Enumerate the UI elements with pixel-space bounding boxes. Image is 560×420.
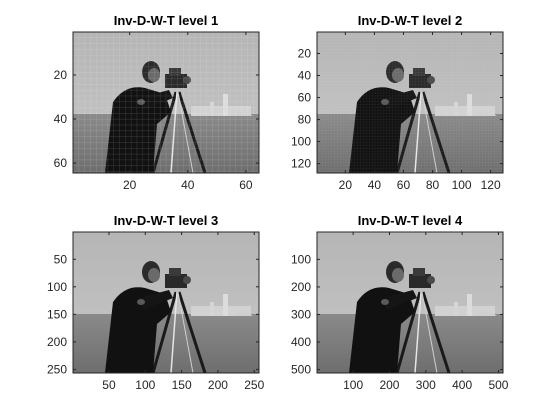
- y-tick-label: 200: [291, 280, 311, 294]
- x-tick-label: 40: [368, 178, 382, 192]
- y-tick-label: 150: [47, 307, 67, 321]
- y-tick-label: 80: [298, 113, 312, 127]
- panel-title-2: Inv-D-W-T level 2: [358, 13, 462, 28]
- x-tick-label: 60: [397, 178, 411, 192]
- y-tick-label: 250: [47, 362, 67, 376]
- image-level-3: [73, 232, 259, 373]
- y-tick-label: 100: [291, 135, 311, 149]
- y-tick-label: 120: [291, 157, 311, 171]
- x-tick-label: 20: [123, 178, 137, 192]
- panel-title-1: Inv-D-W-T level 1: [114, 13, 218, 28]
- image-level-4: [317, 232, 503, 373]
- y-tick-label: 40: [298, 69, 312, 83]
- x-tick-label: 120: [481, 178, 501, 192]
- x-tick-label: 250: [244, 378, 264, 392]
- x-tick-label: 100: [452, 178, 472, 192]
- y-tick-label: 60: [298, 91, 312, 105]
- x-tick-label: 100: [343, 378, 363, 392]
- x-tick-label: 50: [102, 378, 116, 392]
- y-tick-label: 100: [291, 252, 311, 266]
- x-tick-label: 80: [426, 178, 440, 192]
- x-tick-label: 400: [452, 378, 472, 392]
- x-tick-label: 20: [339, 178, 353, 192]
- y-tick-label: 20: [54, 68, 68, 82]
- x-tick-label: 100: [135, 378, 155, 392]
- panel-title-4: Inv-D-W-T level 4: [358, 213, 463, 228]
- x-tick-label: 300: [416, 378, 436, 392]
- y-tick-label: 20: [298, 46, 312, 60]
- y-tick-label: 500: [291, 363, 311, 377]
- x-tick-label: 200: [208, 378, 228, 392]
- y-tick-label: 400: [291, 335, 311, 349]
- x-tick-label: 500: [488, 378, 508, 392]
- x-tick-label: 150: [172, 378, 192, 392]
- y-tick-label: 60: [54, 156, 68, 170]
- y-tick-label: 40: [54, 112, 68, 126]
- x-tick-label: 60: [239, 178, 253, 192]
- y-tick-label: 50: [54, 252, 68, 266]
- y-tick-label: 200: [47, 335, 67, 349]
- x-tick-label: 200: [379, 378, 399, 392]
- x-tick-label: 40: [181, 178, 195, 192]
- y-tick-label: 300: [291, 307, 311, 321]
- panel-title-3: Inv-D-W-T level 3: [114, 213, 218, 228]
- y-tick-label: 100: [47, 280, 67, 294]
